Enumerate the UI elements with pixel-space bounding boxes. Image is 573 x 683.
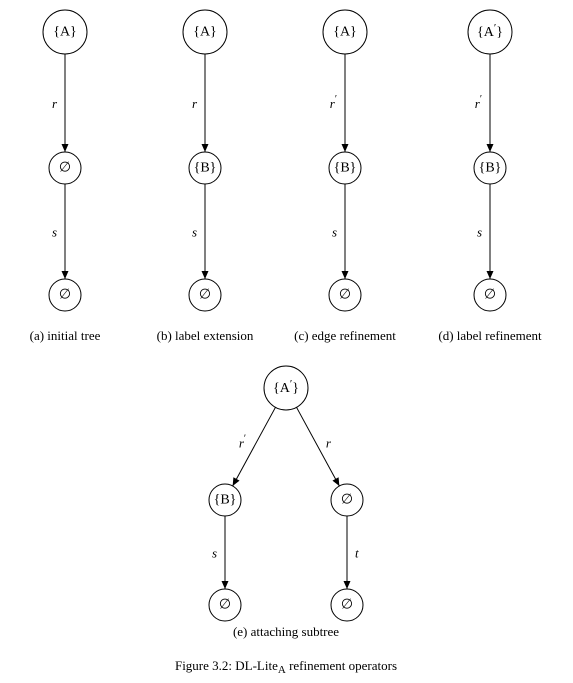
tree-1-edge1-label: r: [192, 96, 198, 111]
tree-0-root-label: {A}: [53, 25, 77, 40]
tree-e-left-mid-label: {B}: [214, 493, 237, 508]
tree-3-leaf-label: ∅: [484, 288, 496, 303]
tree-0-edge2-head: [62, 271, 69, 279]
tree-e-edge-right-head: [344, 581, 351, 589]
tree-e-edge-left-head: [222, 581, 229, 589]
tree-1-edge2-label: s: [192, 224, 197, 239]
tree-1-edge2-head: [202, 271, 209, 279]
tree-e-right-leaf-label: ∅: [341, 598, 353, 613]
tree-3-caption: (d) label refinement: [438, 328, 542, 343]
tree-e-left-leaf-label: ∅: [219, 598, 231, 613]
tree-3-edge1-label: r′: [475, 94, 482, 111]
tree-e-edge-root-left-head: [233, 477, 240, 486]
tree-3-mid-label: {B}: [479, 161, 502, 176]
tree-e-root-label: {A′}: [273, 378, 299, 396]
tree-0-edge2-label: s: [52, 224, 57, 239]
tree-2-edge2-label: s: [332, 224, 337, 239]
tree-3-edge1-head: [487, 144, 494, 152]
tree-2-edge1-label: r′: [330, 94, 337, 111]
tree-1-caption: (b) label extension: [157, 328, 254, 343]
tree-2-caption: (c) edge refinement: [294, 328, 396, 343]
tree-2-leaf-label: ∅: [339, 288, 351, 303]
tree-3-root-label: {A′}: [477, 22, 503, 40]
tree-0-edge1-head: [62, 144, 69, 152]
tree-e-right-mid-label: ∅: [341, 493, 353, 508]
tree-0-leaf-label: ∅: [59, 288, 71, 303]
tree-0-mid-label: ∅: [59, 161, 71, 176]
tree-1-mid-label: {B}: [194, 161, 217, 176]
tree-2-root-label: {A}: [333, 25, 357, 40]
tree-1-edge1-head: [202, 144, 209, 152]
tree-2-edge2-head: [342, 271, 349, 279]
tree-0-caption: (a) initial tree: [30, 328, 101, 343]
figure-caption: Figure 3.2: DL-LiteA refinement operator…: [175, 658, 397, 676]
tree-e-edge-root-right-head: [332, 477, 339, 486]
tree-e-edge-left-label: s: [212, 545, 217, 560]
tree-e-edge-root-left-label: r′: [239, 433, 246, 450]
tree-e-edge-right-label: t: [355, 545, 359, 560]
tree-1-root-label: {A}: [193, 25, 217, 40]
tree-2-mid-label: {B}: [334, 161, 357, 176]
tree-3-edge2-label: s: [477, 224, 482, 239]
tree-0-edge1-label: r: [52, 96, 58, 111]
tree-3-edge2-head: [487, 271, 494, 279]
tree-e-edge-root-right-label: r: [326, 435, 332, 450]
tree-e-caption: (e) attaching subtree: [233, 624, 339, 639]
figure-container: { "figure": { "width": 573, "height": 68…: [0, 0, 573, 683]
tree-e-edge-root-right: [297, 407, 340, 486]
tree-2-edge1-head: [342, 144, 349, 152]
tree-1-leaf-label: ∅: [199, 288, 211, 303]
diagram-svg: {A} ∅ ∅ r s (a) initial tree {A} {B} ∅ r s (b) labe…: [0, 0, 573, 683]
